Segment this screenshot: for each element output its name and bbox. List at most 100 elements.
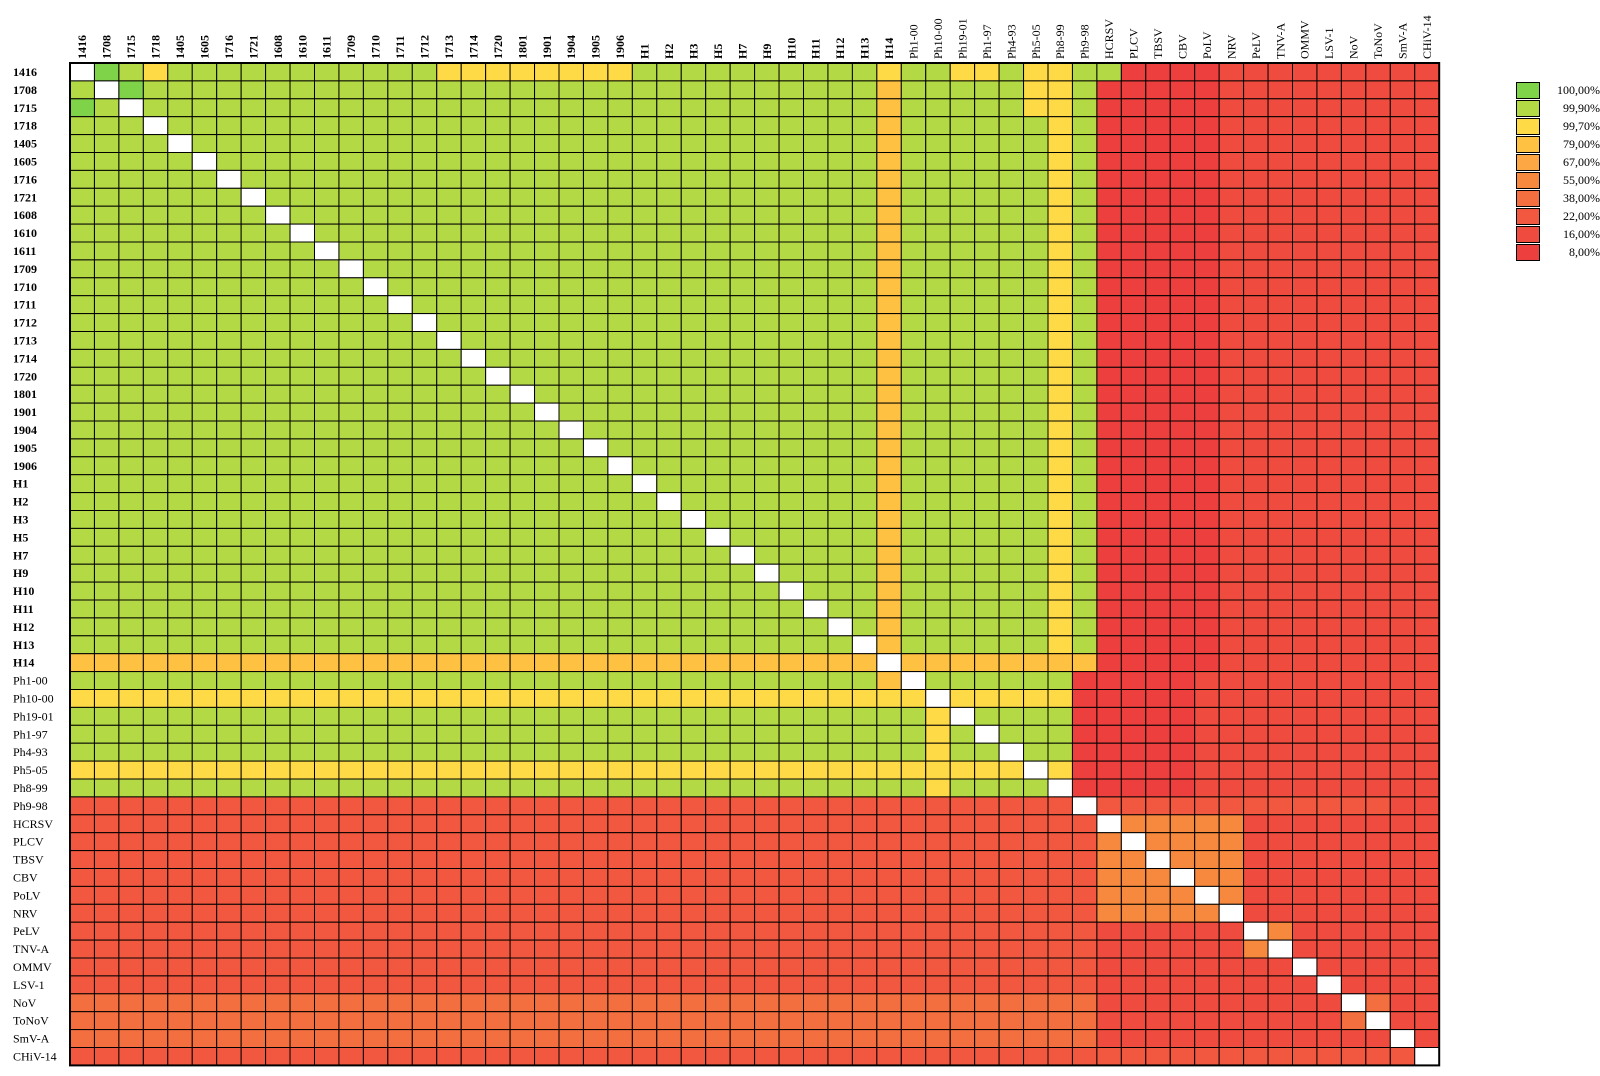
heatmap-cell [216,241,242,261]
heatmap-cell [876,850,902,869]
heatmap-cell [509,868,536,887]
heatmap-cell [949,1029,976,1048]
heatmap-cell [1071,474,1098,494]
heatmap-cell [1169,331,1196,350]
heatmap-cell [582,98,609,118]
heatmap-cell [1145,259,1171,279]
heatmap-cell [900,295,927,315]
heatmap-cell [876,868,902,887]
heatmap-cell [582,510,609,529]
heatmap-cell [1023,98,1049,118]
legend-item: 79,00% [1516,136,1600,154]
heatmap-cell [974,635,1000,655]
heatmap-cell [118,277,144,297]
heatmap-cell [1316,760,1342,780]
heatmap-cell [534,653,560,673]
heatmap-cell [876,760,902,780]
heatmap-cell-diagonal [534,402,560,422]
heatmap-cell [118,724,144,744]
heatmap-cell [876,474,902,494]
heatmap-cell-diagonal [1145,850,1171,869]
heatmap-cell [216,1047,242,1066]
heatmap-cell [1316,527,1342,547]
heatmap-cell [534,563,560,583]
heatmap-cell [827,671,853,690]
heatmap-cell [827,348,853,368]
heatmap-cell [142,510,169,529]
heatmap-cell [1047,814,1073,834]
heatmap-cell [582,402,609,422]
heatmap-cell [1414,653,1440,673]
heatmap-cell [1292,1029,1318,1048]
column-label: PLCV [1127,28,1141,59]
heatmap-cell [1145,331,1171,350]
heatmap-cell [680,742,707,762]
heatmap-cell [265,921,291,941]
heatmap-cell [900,456,927,476]
heatmap-cell [265,778,291,798]
heatmap-cell [534,778,560,798]
heatmap-cell [411,152,438,171]
heatmap-cell [1316,510,1342,529]
heatmap-cell [949,921,976,941]
heatmap-cell-diagonal [387,295,413,315]
heatmap-cell [949,868,976,887]
heatmap-cell [436,438,462,458]
heatmap-cell [1267,635,1294,655]
heatmap-cell [1267,1029,1294,1048]
heatmap-cell [118,348,144,368]
heatmap-cell [1414,1029,1440,1048]
heatmap-cell [314,456,340,476]
heatmap-cell [1365,474,1391,494]
heatmap-cell [1096,581,1122,601]
heatmap-cell [411,438,438,458]
heatmap-cell [460,599,487,619]
heatmap-cell [1071,295,1098,315]
column-label: 1708 [100,35,114,59]
heatmap-cell [314,474,340,494]
heatmap-cell [1071,152,1098,171]
heatmap-cell [436,850,462,869]
heatmap-cell [705,366,731,386]
heatmap-cell [582,581,609,601]
heatmap-cell [93,850,120,869]
heatmap-cell [460,832,487,852]
heatmap-cell [1023,814,1049,834]
heatmap-cell [925,742,951,762]
heatmap-cell [827,169,853,189]
heatmap-cell [69,545,95,565]
heatmap-cell-diagonal [582,438,609,458]
heatmap-cell [118,635,144,655]
column-label: 1713 [442,35,456,59]
heatmap-cell [1292,563,1318,583]
heatmap-cell [656,474,682,494]
heatmap-cell [1243,653,1269,673]
heatmap-cell [142,313,169,333]
heatmap-cell [1071,169,1098,189]
heatmap-cell [631,635,658,655]
heatmap-cell [191,474,218,494]
heatmap-cell [1169,510,1196,529]
heatmap-cell [705,671,731,690]
heatmap-cell [216,223,242,243]
heatmap-cell [582,778,609,798]
heatmap-cell [1243,563,1269,583]
heatmap-cell [485,295,511,315]
heatmap-cell [778,868,804,887]
heatmap-cell [411,563,438,583]
heatmap-cell [118,653,144,673]
heatmap-cell [265,1029,291,1048]
heatmap-cell [1194,277,1220,297]
heatmap-cell [876,241,902,261]
heatmap-cell [1243,277,1269,297]
heatmap-cell [436,205,462,225]
heatmap-cell [216,581,242,601]
heatmap-cell [631,814,658,834]
heatmap-cell [949,223,976,243]
heatmap-cell [1096,939,1122,959]
heatmap-cell [851,868,878,887]
heatmap-cell [1120,62,1147,82]
heatmap-cell [949,259,976,279]
heatmap-cell [93,885,120,905]
heatmap-cell [998,295,1025,315]
